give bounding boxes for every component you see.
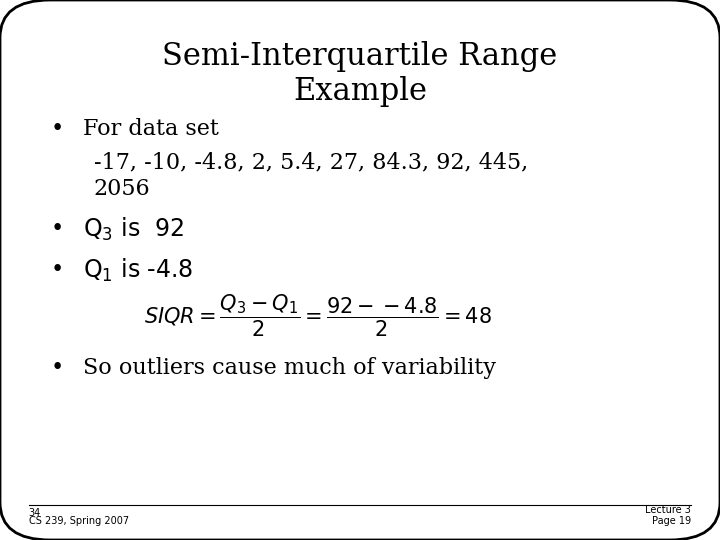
Text: 34: 34 (29, 508, 41, 518)
Text: Lecture 3: Lecture 3 (645, 505, 691, 515)
Text: •: • (50, 259, 63, 281)
Text: $\mathit{SIQR} = \dfrac{Q_3 - Q_1}{2} = \dfrac{92 - -4.8}{2} = 48$: $\mathit{SIQR} = \dfrac{Q_3 - Q_1}{2} = … (144, 293, 492, 339)
Text: So outliers cause much of variability: So outliers cause much of variability (83, 357, 496, 379)
Text: 2056: 2056 (94, 178, 150, 200)
Text: Page 19: Page 19 (652, 516, 691, 526)
Text: Semi-Interquartile Range: Semi-Interquartile Range (163, 41, 557, 72)
Text: CS 239, Spring 2007: CS 239, Spring 2007 (29, 516, 129, 526)
Text: Example: Example (293, 76, 427, 107)
Text: •: • (50, 219, 63, 240)
Text: $\mathrm{Q}_3$ is  92: $\mathrm{Q}_3$ is 92 (83, 216, 184, 243)
Text: $\mathrm{Q}_1$ is -4.8: $\mathrm{Q}_1$ is -4.8 (83, 256, 193, 284)
Text: •: • (50, 357, 63, 379)
Text: For data set: For data set (83, 118, 219, 139)
Text: -17, -10, -4.8, 2, 5.4, 27, 84.3, 92, 445,: -17, -10, -4.8, 2, 5.4, 27, 84.3, 92, 44… (94, 151, 528, 173)
Text: •: • (50, 118, 63, 139)
